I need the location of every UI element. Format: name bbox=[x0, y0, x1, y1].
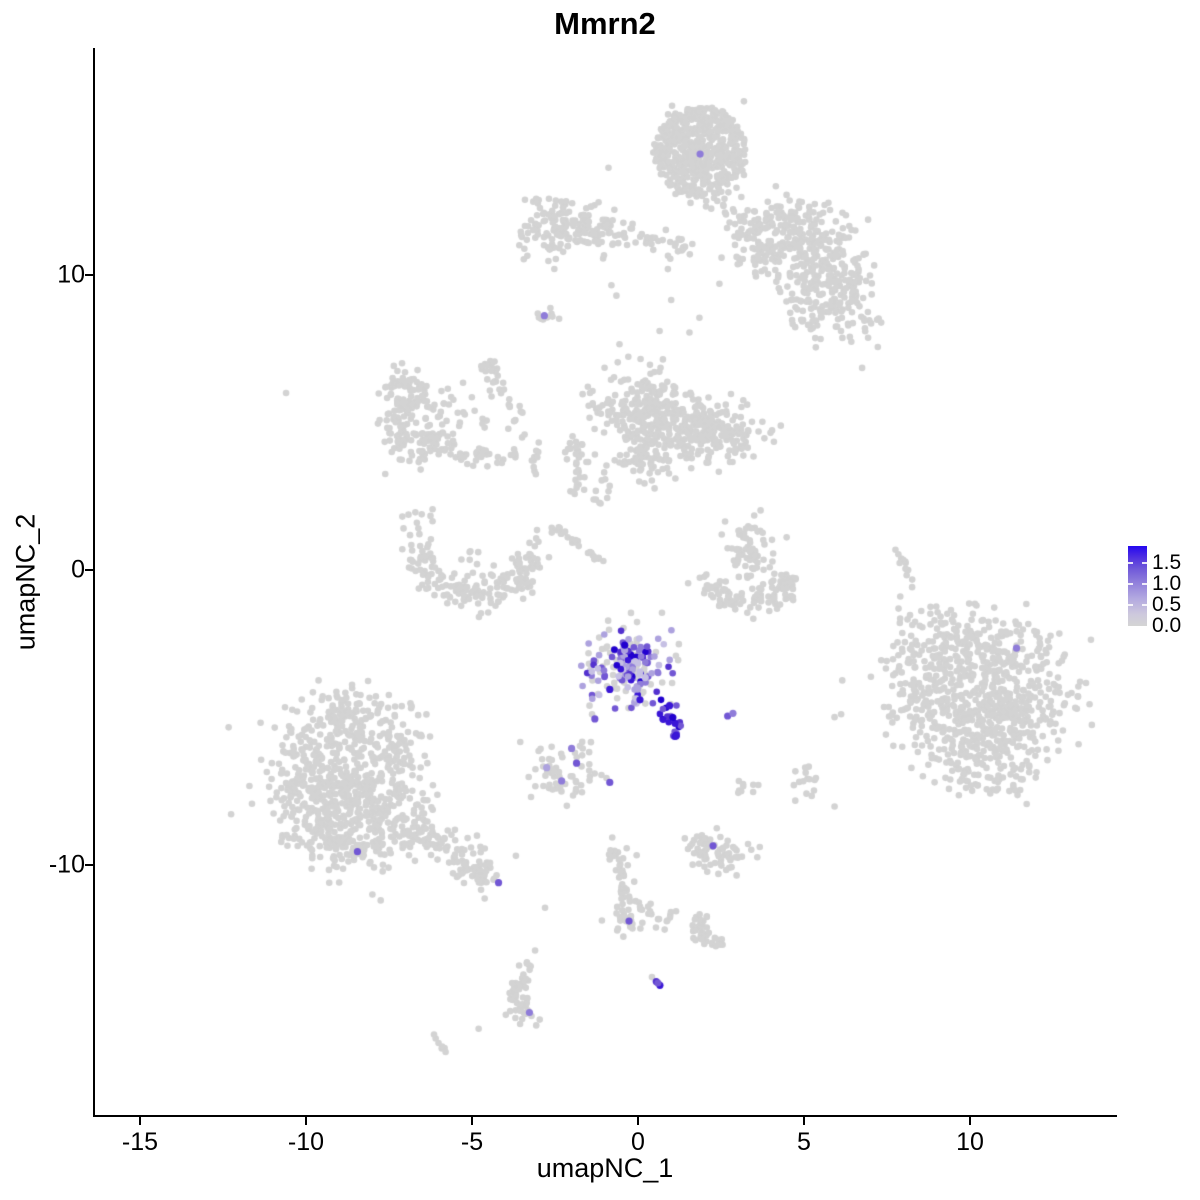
y-tick-mark bbox=[85, 568, 93, 571]
x-tick-mark bbox=[470, 1117, 473, 1125]
colorbar-label: 0.5 bbox=[1152, 593, 1182, 616]
colorbar-label: 0.0 bbox=[1152, 614, 1182, 637]
x-axis-line bbox=[93, 1115, 1117, 1117]
colorbar-label: 1.0 bbox=[1152, 572, 1182, 595]
x-tick-label: -5 bbox=[460, 1128, 484, 1156]
x-tick-mark bbox=[803, 1117, 805, 1125]
colorbar-notch bbox=[1142, 604, 1147, 606]
x-tick-label: -15 bbox=[121, 1128, 159, 1156]
colorbar-notch bbox=[1128, 604, 1133, 606]
x-axis-title: umapNC_1 bbox=[536, 1153, 674, 1183]
colorbar-notch bbox=[1128, 583, 1133, 585]
x-tick-label: -10 bbox=[287, 1128, 325, 1156]
colorbar-gradient bbox=[1128, 546, 1147, 626]
colorbar-notch bbox=[1128, 562, 1133, 564]
y-tick-label: 0 bbox=[71, 555, 85, 584]
y-axis-title: umapNC_2 bbox=[10, 513, 41, 651]
x-tick-mark bbox=[138, 1117, 141, 1125]
colorbar-notch bbox=[1142, 562, 1147, 564]
y-tick-label: 10 bbox=[57, 260, 85, 289]
y-tick-mark bbox=[85, 863, 93, 866]
colorbar-notch bbox=[1142, 583, 1147, 585]
x-tick-mark bbox=[969, 1117, 971, 1125]
x-tick-mark bbox=[304, 1117, 307, 1125]
x-tick-label: 5 bbox=[797, 1128, 811, 1156]
y-tick-mark bbox=[85, 273, 93, 276]
plot-title: Mmrn2 bbox=[554, 6, 656, 41]
x-tick-mark bbox=[637, 1117, 639, 1125]
colorbar-label: 1.5 bbox=[1152, 551, 1182, 574]
x-tick-label: 0 bbox=[631, 1128, 645, 1156]
y-tick-label: -10 bbox=[48, 850, 85, 879]
x-tick-label: 10 bbox=[956, 1128, 984, 1156]
y-axis-line bbox=[93, 48, 95, 1117]
